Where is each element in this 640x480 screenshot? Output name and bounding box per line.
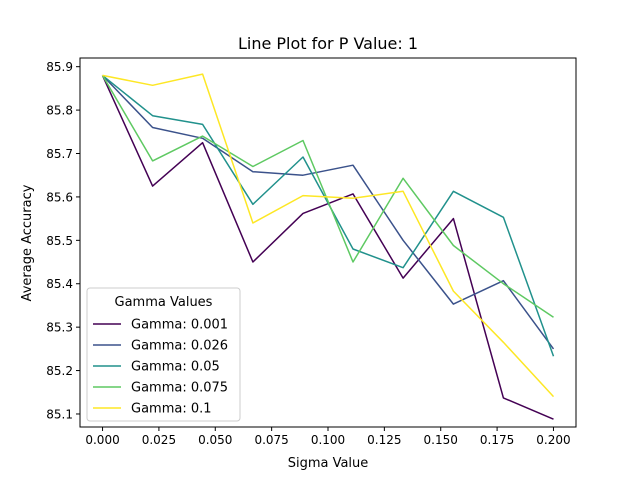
x-tick-label: 0.000 (85, 433, 119, 447)
legend-box (86, 287, 241, 422)
plot-frame (79, 57, 577, 428)
y-tick-label: 85.5 (46, 234, 73, 248)
y-axis-label: Average Accuracy (20, 184, 35, 301)
y-tick-label: 85.4 (46, 277, 73, 291)
x-tick-label: 0.150 (424, 433, 458, 447)
y-tick-label: 85.9 (46, 60, 73, 74)
series-line-2 (101, 74, 555, 350)
x-tick-label: 0.175 (480, 433, 514, 447)
legend-entry-label: Gamma: 0.026 (131, 339, 228, 354)
x-tick-label: 0.125 (367, 433, 401, 447)
x-axis-label: Sigma Value (288, 456, 369, 471)
legend-title: Gamma Values (115, 295, 213, 310)
x-tick-label: 0.100 (311, 433, 345, 447)
legend-entry-label: Gamma: 0.05 (131, 360, 220, 375)
x-tick-label: 0.025 (142, 433, 176, 447)
y-tick-label: 85.1 (46, 407, 73, 421)
x-tick-label: 0.075 (254, 433, 288, 447)
x-tick-label: 0.050 (198, 433, 232, 447)
legend-entry-label: Gamma: 0.075 (131, 381, 228, 396)
series-line-5 (102, 73, 555, 398)
series-line-4 (101, 75, 554, 318)
y-tick-label: 85.6 (46, 190, 73, 204)
legend-entry-label: Gamma: 0.1 (131, 402, 212, 417)
chart-title: Line Plot for P Value: 1 (238, 34, 418, 53)
legend: Gamma Values Gamma: 0.001 Gamma: 0.026 Gamm… (86, 287, 241, 422)
y-tick-label: 85.7 (46, 147, 73, 161)
y-tick-label: 85.8 (46, 104, 73, 118)
legend-entry-label: Gamma: 0.001 (131, 318, 228, 333)
y-tick-label: 85.2 (46, 364, 73, 378)
y-tick-label: 85.3 (46, 321, 73, 335)
x-tick-label: 0.200 (536, 433, 570, 447)
